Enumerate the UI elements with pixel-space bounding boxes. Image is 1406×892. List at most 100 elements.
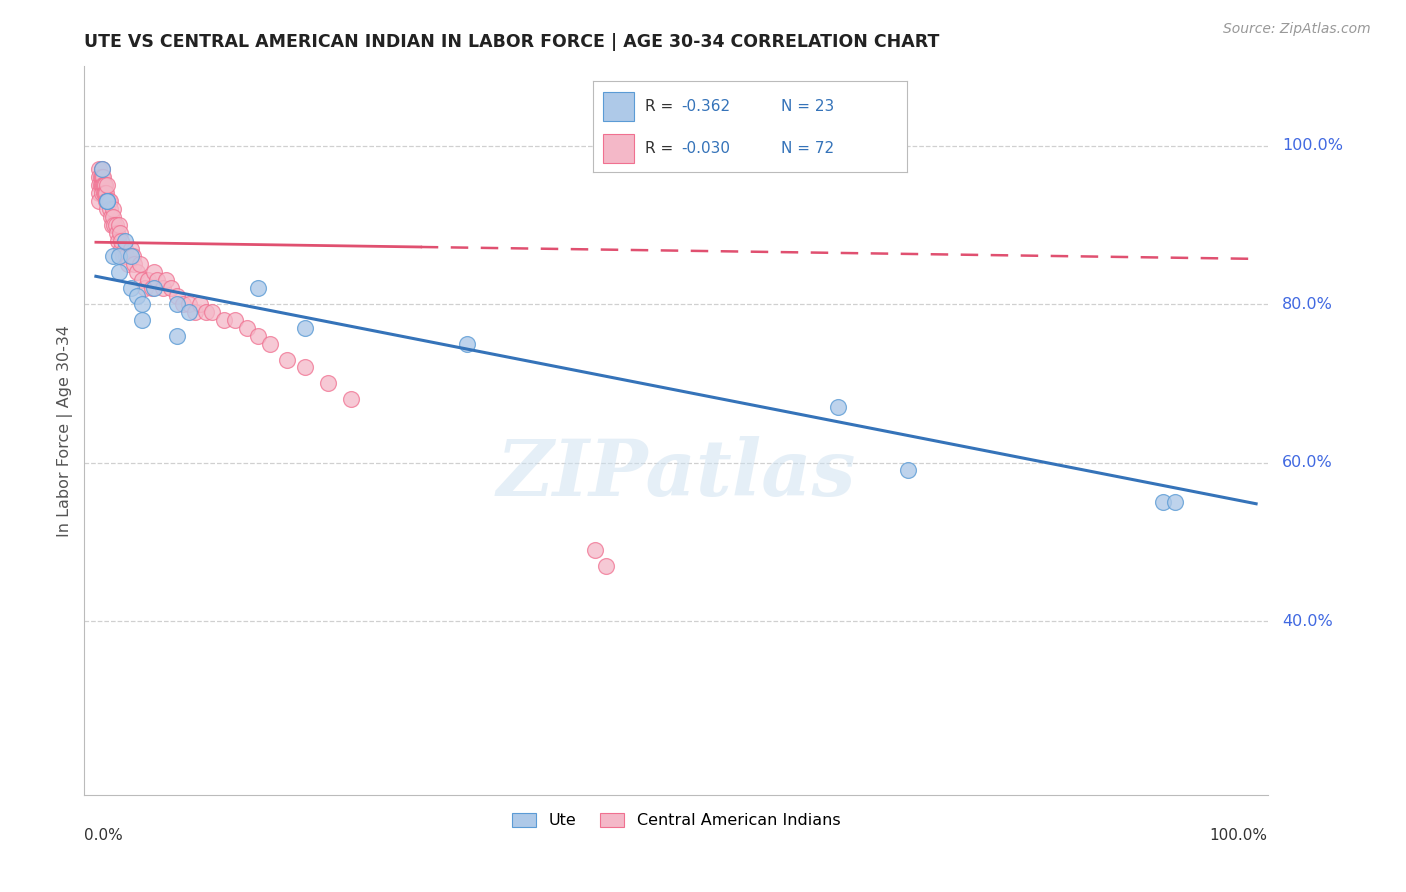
Text: ZIPatlas: ZIPatlas <box>496 436 856 513</box>
Point <box>177 305 200 319</box>
Point <box>96 202 118 216</box>
Point <box>94 178 117 193</box>
Point <box>172 297 194 311</box>
Text: UTE VS CENTRAL AMERICAN INDIAN IN LABOR FORCE | AGE 30-34 CORRELATION CHART: UTE VS CENTRAL AMERICAN INDIAN IN LABOR … <box>84 33 939 51</box>
Text: Source: ZipAtlas.com: Source: ZipAtlas.com <box>1223 22 1371 37</box>
Point <box>166 289 188 303</box>
Point <box>97 194 120 208</box>
Point <box>103 210 125 224</box>
Point <box>90 162 112 177</box>
Point <box>259 336 281 351</box>
Text: 40.0%: 40.0% <box>1282 614 1333 629</box>
Point <box>1152 495 1174 509</box>
Point <box>294 360 316 375</box>
Point <box>89 186 111 200</box>
Point <box>142 265 165 279</box>
Point <box>201 305 224 319</box>
Point <box>224 313 246 327</box>
Point <box>90 178 112 193</box>
Point <box>117 257 139 271</box>
Point <box>93 186 115 200</box>
Point <box>827 400 849 414</box>
Point <box>114 234 136 248</box>
Point <box>456 336 478 351</box>
Point <box>103 218 125 232</box>
Point <box>583 542 606 557</box>
Point <box>100 210 122 224</box>
Point <box>93 178 115 193</box>
Point <box>247 328 270 343</box>
Y-axis label: In Labor Force | Age 30-34: In Labor Force | Age 30-34 <box>58 325 73 537</box>
Legend: Ute, Central American Indians: Ute, Central American Indians <box>505 806 846 835</box>
Point <box>114 242 136 256</box>
Point <box>141 281 163 295</box>
Point <box>125 289 148 303</box>
Point <box>91 170 114 185</box>
Point <box>108 218 131 232</box>
Point <box>166 297 188 311</box>
Point <box>131 273 153 287</box>
Point <box>108 250 131 264</box>
Point <box>94 186 117 200</box>
Point <box>115 250 138 264</box>
Point <box>103 202 125 216</box>
Point <box>110 234 132 248</box>
Text: 60.0%: 60.0% <box>1282 455 1333 470</box>
Point <box>166 328 188 343</box>
Point <box>120 281 142 295</box>
Point <box>316 376 339 391</box>
Point <box>247 281 270 295</box>
Point <box>294 321 316 335</box>
Point <box>129 257 152 271</box>
Text: 80.0%: 80.0% <box>1282 296 1333 311</box>
Point <box>108 265 131 279</box>
Point <box>131 313 153 327</box>
Point <box>89 170 111 185</box>
Point <box>160 281 183 295</box>
Point <box>897 463 920 477</box>
Point <box>111 250 134 264</box>
Text: 100.0%: 100.0% <box>1209 829 1268 843</box>
Point <box>89 162 111 177</box>
Point <box>152 281 174 295</box>
Point <box>120 242 142 256</box>
Point <box>110 226 132 240</box>
Text: 0.0%: 0.0% <box>84 829 124 843</box>
Point <box>89 178 111 193</box>
Point <box>110 242 132 256</box>
Point <box>90 170 112 185</box>
Point <box>98 194 121 208</box>
Point <box>595 558 617 573</box>
Point <box>1164 495 1187 509</box>
Point <box>136 273 159 287</box>
Point <box>107 234 129 248</box>
Point <box>142 281 165 295</box>
Point <box>183 305 205 319</box>
Point <box>96 194 118 208</box>
Point <box>103 250 125 264</box>
Point <box>89 194 111 208</box>
Point <box>177 297 200 311</box>
Point <box>96 178 118 193</box>
Point <box>120 250 142 264</box>
Point <box>134 281 156 295</box>
Point <box>96 186 118 200</box>
Point <box>188 297 211 311</box>
Point <box>105 226 128 240</box>
Text: 100.0%: 100.0% <box>1282 138 1343 153</box>
Point <box>90 186 112 200</box>
Point <box>195 305 218 319</box>
Point <box>90 178 112 193</box>
Point <box>90 162 112 177</box>
Point <box>104 218 127 232</box>
Point <box>91 178 114 193</box>
Point <box>155 273 177 287</box>
Point <box>122 250 145 264</box>
Point <box>212 313 235 327</box>
Point <box>340 392 363 406</box>
Point <box>235 321 257 335</box>
Point <box>101 218 124 232</box>
Point <box>96 194 118 208</box>
Point <box>96 194 118 208</box>
Point <box>122 257 145 271</box>
